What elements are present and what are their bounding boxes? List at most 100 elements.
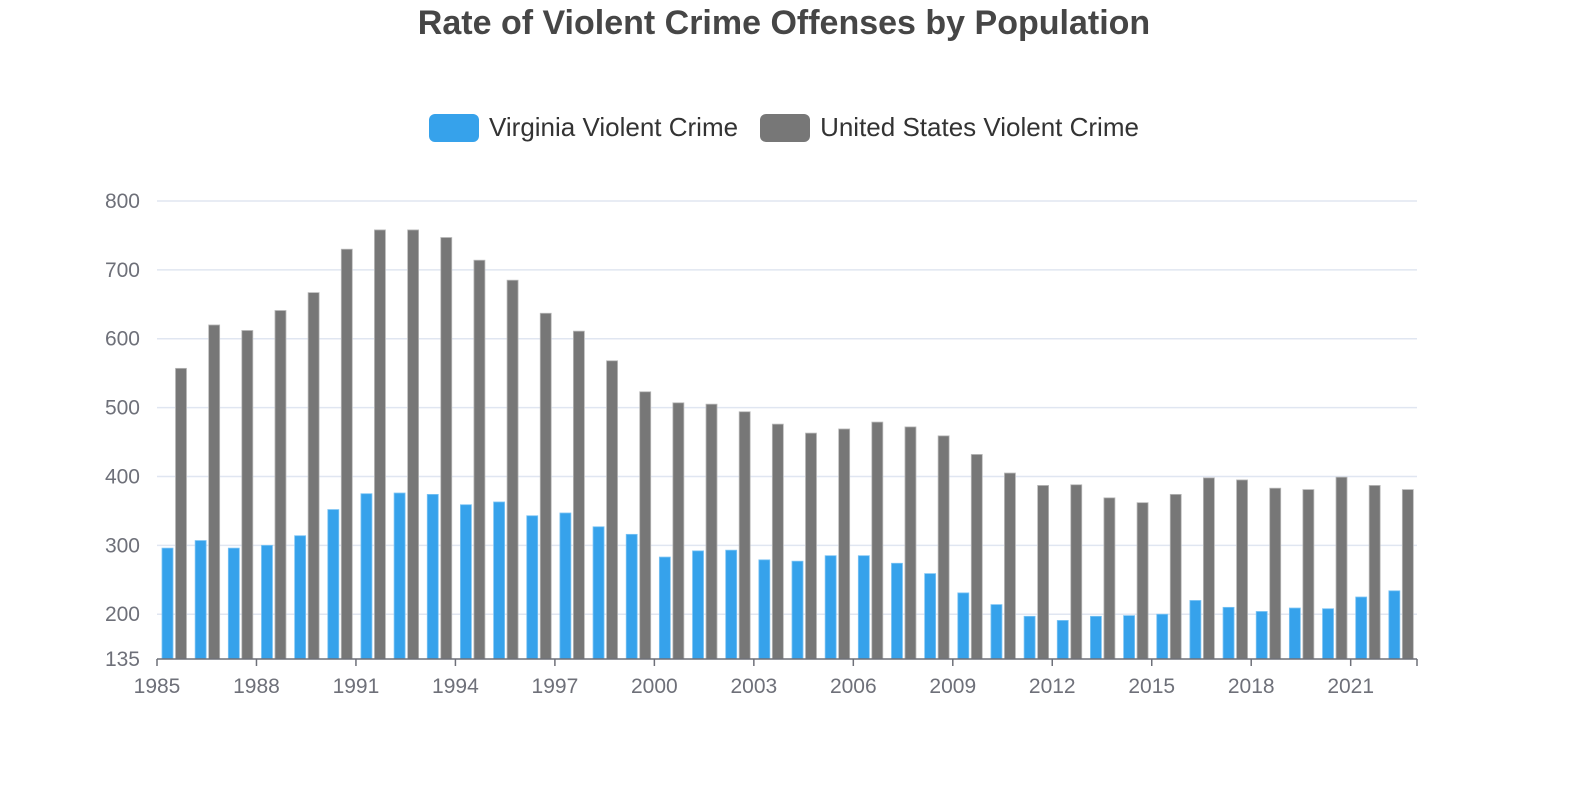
- bar-virginia: [294, 535, 307, 660]
- bar-united-states: [1335, 476, 1348, 660]
- bar-united-states: [340, 248, 353, 660]
- bar-united-states: [1236, 479, 1248, 660]
- bar-virginia: [924, 573, 937, 660]
- x-tick-label: 2006: [830, 675, 877, 698]
- chart-title: Rate of Violent Crime Offenses by Popula…: [417, 4, 1151, 42]
- bar-united-states: [970, 454, 983, 660]
- x-tick-label: 1985: [134, 675, 181, 698]
- y-tick-label: 500: [105, 397, 140, 420]
- bar-united-states: [838, 428, 851, 660]
- legend-swatch-united-states: [760, 113, 811, 142]
- bar-virginia: [625, 533, 638, 660]
- bar-virginia: [692, 550, 704, 660]
- bar-united-states: [1169, 493, 1182, 660]
- y-tick-label: 200: [105, 603, 140, 626]
- bar-virginia: [1355, 596, 1368, 660]
- bar-virginia: [1189, 600, 1202, 660]
- x-tick-label: 2000: [631, 675, 678, 698]
- bar-united-states: [1302, 489, 1315, 660]
- bar-united-states: [705, 403, 718, 660]
- x-tick-label: 1991: [333, 675, 380, 698]
- y-tick-label: 300: [105, 534, 140, 557]
- bar-virginia: [493, 501, 505, 660]
- bar-united-states: [1401, 489, 1414, 660]
- bar-united-states: [539, 312, 552, 660]
- bar-virginia: [526, 515, 539, 660]
- bar-united-states: [506, 279, 519, 660]
- legend-item-united-states[interactable]: United States Violent Crime: [760, 112, 1139, 143]
- bars: [161, 229, 1414, 660]
- bar-united-states: [1037, 485, 1050, 660]
- bar-united-states: [639, 391, 652, 660]
- bar-virginia: [857, 555, 870, 660]
- x-tick-label: 2018: [1228, 675, 1275, 698]
- bar-united-states: [904, 426, 917, 660]
- bar-united-states: [937, 435, 950, 660]
- bar-united-states: [738, 411, 751, 660]
- bar-united-states: [175, 367, 187, 660]
- bar-united-states: [274, 310, 287, 660]
- x-tick-label: 2009: [929, 675, 976, 698]
- bar-united-states: [1136, 502, 1149, 660]
- x-tick-label: 2015: [1128, 675, 1175, 698]
- bar-virginia: [1156, 613, 1169, 660]
- bar-united-states: [241, 330, 254, 660]
- bar-virginia: [1255, 611, 1268, 660]
- bar-united-states: [407, 229, 420, 660]
- x-tick-label: 2021: [1327, 675, 1374, 698]
- bar-united-states: [871, 421, 884, 660]
- bar-virginia: [261, 544, 273, 660]
- bar-virginia: [725, 549, 738, 660]
- y-tick-label: 600: [105, 328, 140, 351]
- bar-united-states: [805, 432, 817, 660]
- x-tick-label: 1997: [532, 675, 579, 698]
- bar-virginia: [161, 547, 174, 660]
- bar-united-states: [1368, 485, 1381, 660]
- y-tick-label: 700: [105, 259, 140, 282]
- bar-virginia: [1056, 620, 1069, 660]
- x-tick-label: 1994: [432, 675, 479, 698]
- bar-virginia: [1222, 606, 1235, 660]
- bar-virginia: [1023, 615, 1036, 660]
- x-tick-label: 2012: [1029, 675, 1076, 698]
- legend-item-virginia[interactable]: Virginia Violent Crime: [429, 112, 738, 143]
- bar-virginia: [194, 540, 207, 660]
- bar-virginia: [426, 493, 439, 660]
- bar-virginia: [758, 559, 771, 660]
- bar-united-states: [572, 330, 585, 660]
- bar-united-states: [1070, 484, 1083, 660]
- bar-virginia: [957, 592, 970, 660]
- bar-virginia: [891, 562, 903, 660]
- bar-united-states: [1269, 487, 1282, 660]
- bar-virginia: [990, 604, 1003, 660]
- bar-united-states: [1004, 472, 1016, 660]
- bar-virginia: [460, 504, 472, 660]
- bar-virginia: [1090, 615, 1102, 660]
- x-tick-label: 2003: [730, 675, 777, 698]
- bar-virginia: [1288, 607, 1301, 660]
- bar-virginia: [658, 556, 671, 660]
- bar-virginia: [559, 512, 572, 660]
- bar-united-states: [208, 324, 221, 660]
- bar-united-states: [1103, 497, 1116, 660]
- legend-swatch-virginia: [429, 113, 480, 142]
- bar-united-states: [771, 423, 784, 660]
- bar-virginia: [824, 555, 837, 660]
- bar-united-states: [1202, 477, 1215, 660]
- bar-virginia: [592, 526, 605, 660]
- axes: 135 200 300 400 500 600 700 800 1985 1988 1991 1994…: [105, 190, 1418, 698]
- bar-united-states: [440, 237, 453, 660]
- bar-virginia: [1322, 608, 1334, 660]
- bar-united-states: [473, 259, 486, 660]
- bar-virginia: [1388, 590, 1401, 660]
- bar-virginia: [791, 560, 804, 660]
- bar-virginia: [393, 492, 406, 660]
- x-tick-label: 1988: [233, 675, 280, 698]
- bar-united-states: [672, 402, 685, 660]
- bar-united-states: [374, 229, 386, 660]
- bar-virginia: [360, 493, 373, 660]
- legend-label-virginia: Virginia Violent Crime: [489, 112, 739, 142]
- bar-united-states: [307, 292, 320, 660]
- y-tick-label: 400: [105, 465, 140, 488]
